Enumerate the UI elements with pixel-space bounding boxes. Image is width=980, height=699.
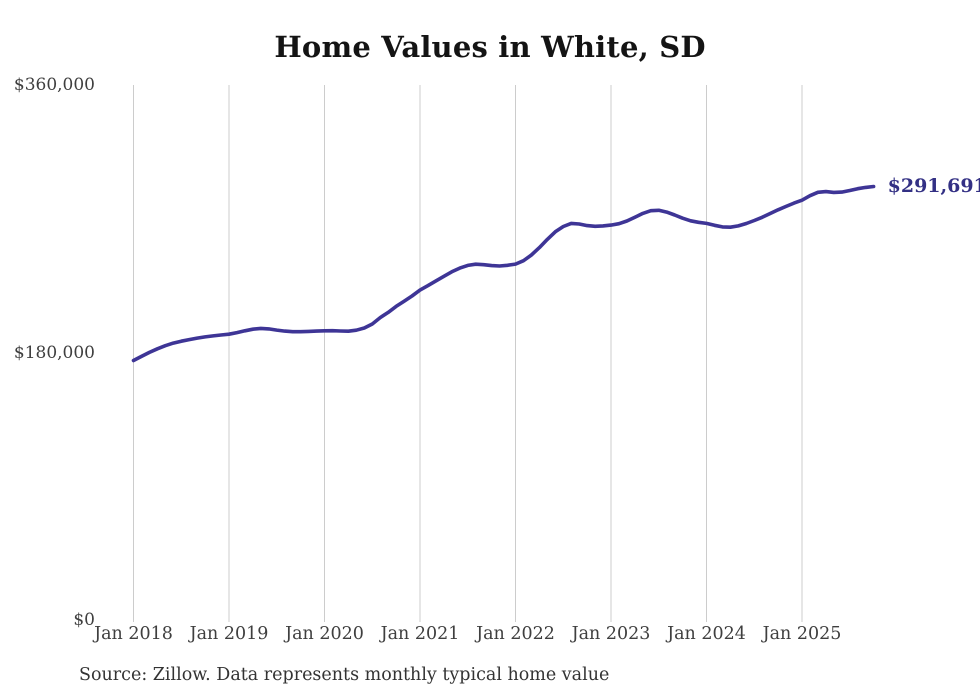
x-tick-label: Jan 2018 [94,624,173,644]
home-value-line [131,184,876,363]
x-tick-label: Jan 2022 [476,624,555,644]
y-tick-label: $360,000 [13,75,95,95]
gridlines [133,85,803,622]
x-tick-label: Jan 2021 [380,624,460,644]
x-tick-label: Jan 2024 [667,624,746,644]
x-tick-label: Jan 2025 [762,624,842,644]
chart-title: Home Values in White, SD [274,30,706,64]
x-tick-label: Jan 2023 [571,624,651,644]
latest-value-label: $291,691 [887,174,980,197]
x-tick-label: Jan 2020 [285,624,364,644]
y-tick-label: $0 [73,610,95,630]
y-tick-label: $180,000 [13,342,95,363]
x-tick-label: Jan 2019 [189,624,269,644]
source-note: Source: Zillow. Data represents monthly … [79,665,610,685]
